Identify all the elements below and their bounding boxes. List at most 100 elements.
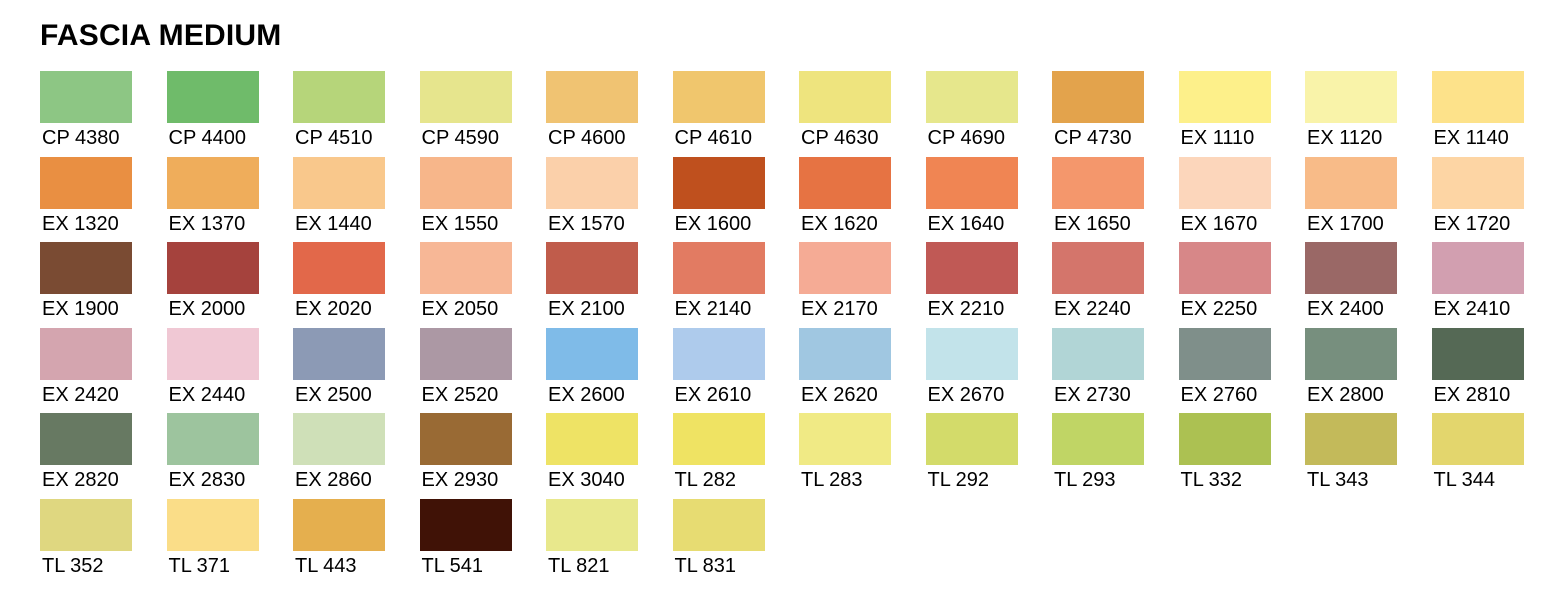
- color-code-label: EX 2810: [1433, 383, 1511, 406]
- color-swatch-item: EX 1720: [1431, 156, 1524, 243]
- color-code-label: TL 282: [674, 469, 737, 491]
- color-code-label: EX 1620: [801, 212, 878, 235]
- color-swatch: [546, 413, 638, 465]
- color-code-label: EX 2620: [801, 383, 878, 406]
- color-swatch-item: TL 371: [166, 498, 259, 585]
- color-swatch: [672, 498, 765, 551]
- color-swatch-item: EX 2240: [1052, 242, 1144, 328]
- color-swatch: [1431, 413, 1524, 465]
- color-swatch-item: TL 541: [419, 498, 512, 585]
- color-code-label: EX 2140: [674, 298, 752, 320]
- color-swatch-item: TL 332: [1178, 413, 1271, 499]
- color-swatch: [1305, 327, 1397, 380]
- color-swatch: [40, 156, 132, 209]
- color-swatch-item: EX 2050: [419, 242, 512, 328]
- color-swatch-item: EX 2610: [672, 327, 765, 414]
- color-code-label: TL 283: [801, 469, 863, 491]
- color-swatch: [799, 413, 891, 465]
- color-swatch: [419, 242, 512, 294]
- color-swatch: [672, 413, 765, 465]
- color-swatch-item: EX 2100: [546, 242, 638, 328]
- color-swatch: [419, 156, 512, 209]
- color-code-label: CP 4400: [168, 127, 246, 149]
- color-swatch-item: CP 4690: [925, 71, 1018, 157]
- color-code-label: EX 1600: [674, 212, 752, 235]
- color-code-label: EX 1140: [1433, 127, 1509, 149]
- color-code-label: EX 2400: [1307, 298, 1384, 320]
- color-swatch-item: EX 1640: [925, 156, 1018, 243]
- color-swatch-item: EX 2400: [1305, 242, 1397, 328]
- color-swatch: [419, 498, 512, 551]
- color-swatch-item: EX 2620: [799, 327, 891, 414]
- color-swatch-item: EX 3040: [546, 413, 638, 499]
- color-code-label: EX 2600: [548, 383, 625, 406]
- color-swatch-item: EX 2800: [1305, 327, 1397, 414]
- color-swatch: [1178, 242, 1271, 294]
- color-swatch-item: EX 1140: [1431, 71, 1524, 157]
- color-swatch-item: EX 1600: [672, 156, 765, 243]
- color-code-label: TL 371: [168, 554, 231, 577]
- color-swatch-item: CP 4400: [166, 71, 259, 157]
- color-swatch: [166, 413, 259, 465]
- color-swatch: [546, 498, 638, 551]
- color-swatch-item: CP 4600: [546, 71, 638, 157]
- color-swatch: [1052, 71, 1144, 123]
- color-code-label: CP 4380: [42, 127, 120, 149]
- color-swatch: [1178, 413, 1271, 465]
- color-swatch: [1305, 71, 1397, 123]
- color-swatch: [925, 156, 1018, 209]
- color-swatch: [799, 327, 891, 380]
- color-swatch: [799, 242, 891, 294]
- color-swatch-item: EX 1550: [419, 156, 512, 243]
- color-swatch-item: EX 1900: [40, 242, 132, 328]
- color-code-label: TL 344: [1433, 469, 1496, 491]
- color-swatch-item: EX 2730: [1052, 327, 1144, 414]
- color-code-label: EX 2610: [674, 383, 752, 406]
- color-code-label: EX 1320: [42, 212, 119, 235]
- color-code-label: EX 2820: [42, 469, 119, 491]
- color-swatch-item: EX 2670: [925, 327, 1018, 414]
- color-code-label: EX 2020: [295, 298, 372, 320]
- color-swatch: [1305, 413, 1397, 465]
- color-swatch: [672, 71, 765, 123]
- color-swatch-item: TL 831: [672, 498, 765, 585]
- color-swatch: [1431, 242, 1524, 294]
- color-swatch-item: TL 821: [546, 498, 638, 585]
- color-code-label: EX 2800: [1307, 383, 1384, 406]
- color-swatch: [925, 242, 1018, 294]
- color-swatch-item: TL 283: [799, 413, 891, 499]
- color-code-label: TL 831: [674, 554, 737, 577]
- color-code-label: TL 443: [295, 554, 357, 577]
- color-swatch: [1431, 327, 1524, 380]
- color-swatch-item: TL 282: [672, 413, 765, 499]
- color-code-label: EX 2410: [1433, 298, 1511, 320]
- color-code-label: CP 4600: [548, 127, 626, 149]
- color-swatch: [672, 242, 765, 294]
- color-swatch-item: EX 1570: [546, 156, 638, 243]
- color-swatch: [546, 327, 638, 380]
- color-swatch-item: TL 443: [293, 498, 385, 585]
- color-swatch: [1305, 156, 1397, 209]
- color-swatch-item: EX 2250: [1178, 242, 1271, 328]
- color-swatch: [293, 498, 385, 551]
- color-swatch-item: EX 2440: [166, 327, 259, 414]
- color-swatch-item: CP 4590: [419, 71, 512, 157]
- color-code-label: EX 1570: [548, 212, 625, 235]
- color-code-label: TL 541: [421, 554, 484, 577]
- color-swatch: [293, 71, 385, 123]
- color-swatch: [293, 413, 385, 465]
- color-code-label: EX 2100: [548, 298, 625, 320]
- color-code-label: EX 1440: [295, 212, 372, 235]
- color-swatch: [1052, 156, 1144, 209]
- color-swatch: [419, 71, 512, 123]
- color-swatch: [40, 413, 132, 465]
- color-code-label: EX 2760: [1180, 383, 1258, 406]
- color-code-label: EX 2730: [1054, 383, 1131, 406]
- color-swatch: [166, 71, 259, 123]
- color-swatch: [419, 327, 512, 380]
- color-swatch-item: EX 2500: [293, 327, 385, 414]
- color-swatch: [672, 156, 765, 209]
- color-swatch: [925, 327, 1018, 380]
- color-swatch: [799, 71, 891, 123]
- color-code-label: EX 1550: [421, 212, 499, 235]
